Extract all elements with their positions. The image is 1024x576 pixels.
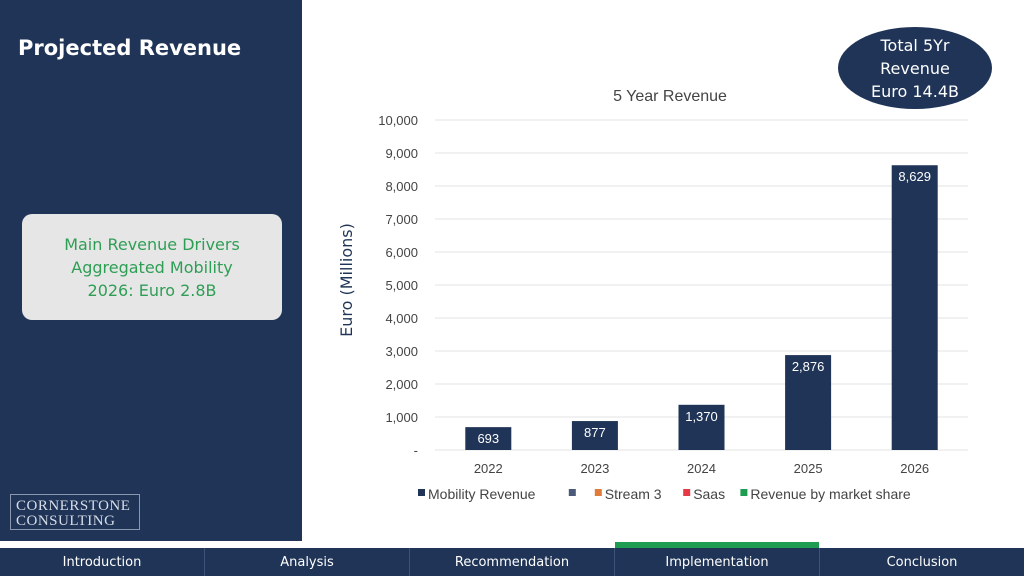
legend-swatch xyxy=(594,489,602,496)
x-tick-label: 2026 xyxy=(900,461,929,476)
bar-2024 xyxy=(678,404,725,450)
legend-swatch xyxy=(418,489,425,496)
nav-tab-conclusion[interactable]: Conclusion xyxy=(886,554,958,570)
bar-2023 xyxy=(571,421,618,450)
y-axis-ticks: - 1,000 2,000 3,000 4,000 5,000 6,000 7,000 8,00… xyxy=(378,113,418,458)
revenue-bar-chart: 5 Year Revenue Euro (Millions) - 1,000 2,0… xyxy=(337,88,968,502)
bar-data-label: 8,629 xyxy=(898,169,931,184)
legend-swatch xyxy=(740,489,748,496)
y-tick-label: - xyxy=(414,443,418,458)
x-tick-label: 2025 xyxy=(794,461,823,476)
total-line-1: Total 5Yr xyxy=(880,35,950,55)
bar-data-label: 1,370 xyxy=(685,409,718,424)
x-tick-label: 2022 xyxy=(474,461,503,476)
y-tick-label: 3,000 xyxy=(385,344,418,359)
bar-data-label: 693 xyxy=(477,431,499,446)
bar-2025 xyxy=(785,355,832,450)
y-tick-label: 7,000 xyxy=(385,212,418,227)
bar-2026 xyxy=(891,165,938,451)
drivers-line-3: 2026: Euro 2.8B xyxy=(87,280,217,300)
bar-data-label: 2,876 xyxy=(792,359,825,374)
nav-tab-introduction[interactable]: Introduction xyxy=(0,548,205,576)
drivers-line-2: Aggregated Mobility xyxy=(71,257,233,277)
y-tick-label: 1,000 xyxy=(385,410,418,425)
y-tick-label: 2,000 xyxy=(385,377,418,392)
legend-swatch xyxy=(683,489,691,496)
legend-label: Stream 3 xyxy=(605,486,662,502)
bottom-navigation: Introduction Analysis Recommendation Implem… xyxy=(0,542,1024,576)
y-tick-label: 10,000 xyxy=(378,113,418,128)
y-axis-label: Euro (Millions) xyxy=(337,223,356,337)
nav-tab-analysis[interactable]: Analysis xyxy=(205,548,410,576)
chart-bars: 693 877 1,370 2,876 8,629 xyxy=(465,165,938,451)
logo-line-1: CORNERSTONE xyxy=(16,498,131,514)
company-logo: CORNERSTONE CONSULTING xyxy=(10,494,140,530)
total-revenue-badge: Total 5Yr Revenue Euro 14.4B xyxy=(838,27,992,109)
legend-swatch xyxy=(568,489,576,496)
chart-legend: Mobility Revenue Stream 3 Saas Revenue by m… xyxy=(418,486,911,502)
x-tick-label: 2023 xyxy=(580,461,609,476)
sidebar-panel: Projected Revenue Main Revenue Drivers A… xyxy=(0,0,302,541)
x-axis-ticks: 2022 2023 2024 2025 2026 xyxy=(474,461,929,476)
y-tick-label: 9,000 xyxy=(385,146,418,161)
y-tick-label: 4,000 xyxy=(385,311,418,326)
nav-tab-recommendation[interactable]: Recommendation xyxy=(410,548,615,576)
legend-label: Saas xyxy=(693,486,725,502)
x-tick-label: 2024 xyxy=(687,461,716,476)
drivers-line-1: Main Revenue Drivers xyxy=(64,234,240,254)
chart-title: 5 Year Revenue xyxy=(613,88,727,105)
legend-label: Revenue by market share xyxy=(750,486,911,502)
y-tick-label: 6,000 xyxy=(385,245,418,260)
bar-data-label: 877 xyxy=(584,425,606,440)
bar-2022 xyxy=(465,427,512,450)
total-line-2: Revenue xyxy=(880,58,950,78)
y-tick-label: 8,000 xyxy=(385,179,418,194)
total-line-3: Euro 14.4B xyxy=(871,81,959,101)
page-title: Projected Revenue xyxy=(18,36,242,60)
nav-tab-implementation[interactable]: Implementation xyxy=(615,542,820,576)
y-tick-label: 5,000 xyxy=(385,278,418,293)
chart-gridlines xyxy=(435,119,968,451)
legend-label: Mobility Revenue xyxy=(428,486,536,502)
logo-line-2: CONSULTING xyxy=(16,513,116,529)
revenue-drivers-box: Main Revenue Drivers Aggregated Mobility… xyxy=(22,214,282,320)
